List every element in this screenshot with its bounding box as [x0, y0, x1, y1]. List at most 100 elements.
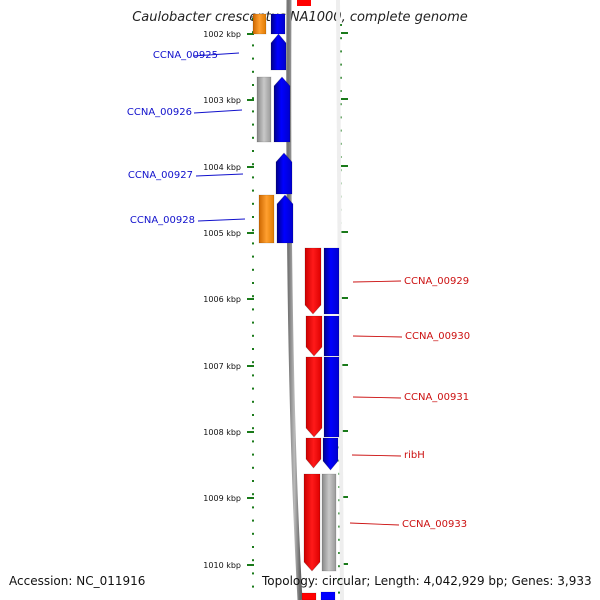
- ruler-dot: [252, 282, 254, 284]
- ruler-dot: [339, 76, 342, 79]
- accession-text: Accession: NC_011916: [9, 574, 146, 588]
- gene-block-blue: [323, 315, 340, 357]
- ruler-dot: [252, 202, 254, 205]
- ruler-dot: [252, 97, 254, 100]
- ruler-dot: [338, 538, 341, 541]
- gene-block-red: [301, 592, 317, 600]
- gene-arrow-ccna-00929: [304, 247, 322, 315]
- ruler-dot: [252, 585, 254, 588]
- gene-arrow-ccna-00931: [305, 356, 323, 438]
- ruler-dot: [338, 525, 341, 528]
- scale-tick-label: 1010 kbp: [203, 561, 241, 570]
- ruler-dot: [252, 84, 254, 86]
- ruler-dot: [252, 466, 254, 469]
- ruler-dot: [339, 50, 342, 53]
- gene-block-blue: [320, 591, 336, 600]
- ruler-dot: [252, 163, 254, 166]
- ruler-dot: [252, 176, 254, 179]
- scale-tick-label: 1004 kbp: [203, 163, 241, 172]
- ruler-dot: [252, 414, 254, 416]
- label-leader-line: [192, 52, 240, 57]
- ruler-dot: [252, 216, 254, 218]
- ruler-dot: [252, 321, 254, 324]
- ruler-dot: [252, 308, 254, 311]
- ruler-dot: [252, 506, 254, 509]
- gene-block-blue: [323, 356, 340, 438]
- label-leader-line: [352, 280, 402, 283]
- ruler-dot: [252, 427, 254, 430]
- gene-label-reverse: ribH: [404, 450, 425, 461]
- gene-arrow-ccna-00933: [303, 473, 321, 572]
- gene-block-blue: [323, 247, 340, 315]
- ruler-dot: [252, 493, 254, 496]
- ruler-dot: [252, 440, 254, 443]
- ruler-dot: [252, 559, 254, 562]
- label-leader-line: [193, 109, 243, 114]
- gene-block-gray: [256, 76, 272, 143]
- label-leader-line: [351, 454, 402, 457]
- ruler-dot: [252, 348, 254, 350]
- scale-tick-label: 1008 kbp: [203, 428, 241, 437]
- ruler-dot: [252, 453, 254, 456]
- genome-title: Caulobacter crescentus NA1000, complete …: [132, 10, 468, 25]
- gene-arrow-ccna-00928: [276, 194, 294, 244]
- ruler-dot: [252, 268, 254, 271]
- scale-tick-label: 1005 kbp: [203, 229, 241, 238]
- ruler-dot: [252, 295, 254, 298]
- gene-label-forward: CCNA_00928: [130, 215, 195, 226]
- ruler-dot: [252, 57, 254, 60]
- scale-tick-label: 1009 kbp: [203, 494, 241, 503]
- ruler-dot: [252, 123, 254, 126]
- ruler-dot: [339, 103, 342, 106]
- gene-label-forward: CCNA_00926: [127, 107, 192, 118]
- ruler-dot: [338, 591, 341, 594]
- ruler-dot: [252, 229, 254, 232]
- ruler-dot: [252, 400, 254, 403]
- genome-backbone: [286, 0, 303, 600]
- label-leader-line: [195, 173, 244, 177]
- gene-arrow-ccna-00926: [273, 76, 291, 143]
- ruler-dot: [338, 552, 341, 554]
- ruler-dot: [252, 480, 254, 482]
- label-leader-line: [352, 396, 402, 399]
- gene-block-orange: [258, 194, 275, 244]
- gene-arrow-ccna-00925: [270, 33, 287, 71]
- gene-label-reverse: CCNA_00931: [404, 392, 469, 403]
- ruler-dot: [252, 387, 254, 390]
- scale-tick-label: 1002 kbp: [203, 30, 241, 39]
- ruler-dot: [252, 334, 254, 337]
- ruler-dot: [252, 374, 254, 377]
- ruler-dot: [252, 110, 254, 113]
- ruler-dot: [339, 24, 342, 26]
- ruler-dot: [252, 546, 254, 548]
- ruler-dot: [252, 361, 254, 364]
- genome-backbone-outer: [336, 0, 344, 600]
- label-leader-line: [352, 335, 403, 338]
- ruler-dot: [252, 70, 254, 73]
- ruler-dot: [339, 37, 342, 40]
- label-leader-line: [197, 218, 246, 222]
- gene-block-red: [297, 0, 311, 6]
- gene-arrow-ccna-00927: [275, 152, 293, 195]
- label-leader-line: [349, 522, 400, 526]
- gene-arrow-ccna-00930: [305, 315, 323, 357]
- ruler-dot: [252, 136, 254, 139]
- scale-tick-label: 1007 kbp: [203, 362, 241, 371]
- ruler-dot: [338, 565, 341, 568]
- scale-tick-label: 1006 kbp: [203, 295, 241, 304]
- ruler-dot: [252, 150, 254, 152]
- gene-label-reverse: CCNA_00929: [404, 276, 469, 287]
- gene-block-orange: [252, 13, 267, 35]
- ruler-dot: [252, 189, 254, 192]
- gene-label-reverse: CCNA_00933: [402, 519, 467, 530]
- gene-arrow-blue: [322, 437, 339, 471]
- gene-block-blue: [270, 13, 286, 35]
- gene-label-reverse: CCNA_00930: [405, 331, 470, 342]
- ruler-dot: [339, 63, 342, 66]
- ruler-dot: [252, 572, 254, 575]
- gene-label-forward: CCNA_00927: [128, 170, 193, 181]
- ruler-dot: [252, 44, 254, 47]
- ruler-dot: [252, 255, 254, 258]
- topology-summary: Topology: circular; Length: 4,042,929 bp…: [262, 574, 592, 588]
